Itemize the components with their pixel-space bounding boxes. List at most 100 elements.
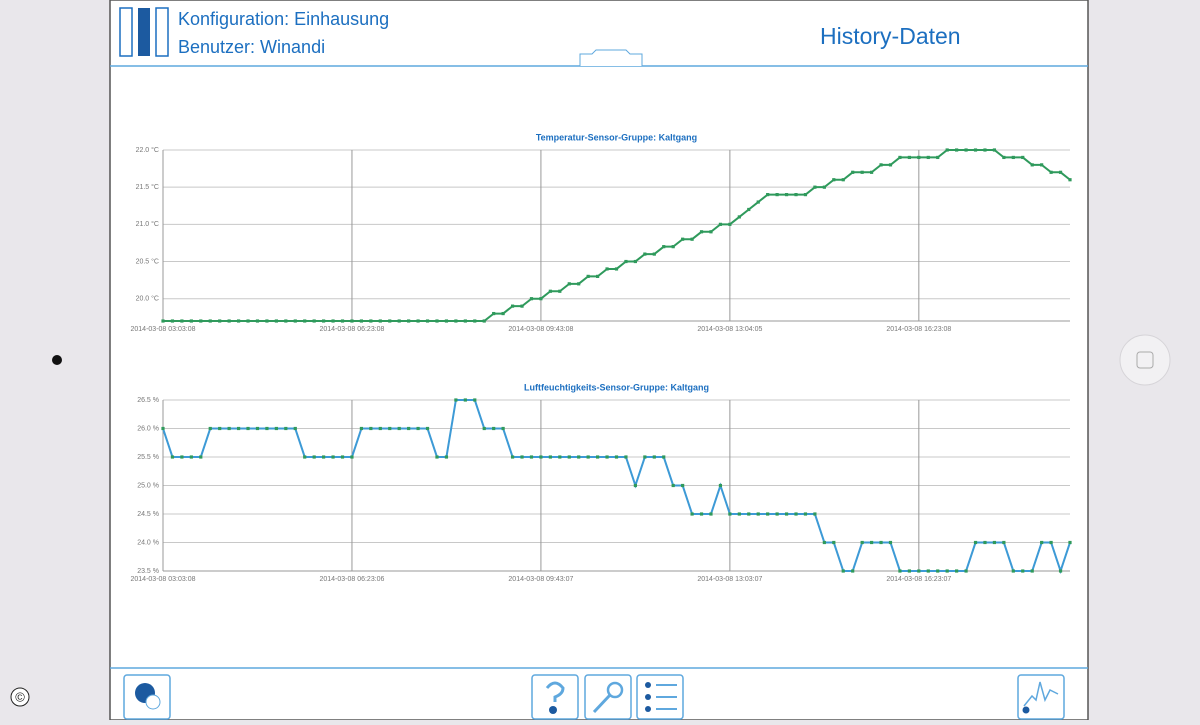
toolbar-button[interactable] bbox=[531, 674, 579, 720]
data-point bbox=[407, 319, 411, 323]
data-point bbox=[813, 512, 817, 516]
data-point bbox=[567, 455, 571, 459]
y-tick-label: 23.5 % bbox=[137, 568, 159, 575]
data-point bbox=[265, 426, 269, 431]
data-point bbox=[397, 426, 401, 431]
data-point bbox=[813, 185, 817, 189]
data-point bbox=[558, 289, 562, 293]
data-point bbox=[444, 319, 449, 323]
data-point bbox=[1068, 540, 1072, 545]
data-point bbox=[227, 319, 231, 323]
chart-title: Temperatur-Sensor-Gruppe: Kaltgang bbox=[536, 132, 697, 142]
data-point bbox=[482, 426, 486, 431]
x-tick-label: 2014-03-08 03:03:08 bbox=[131, 576, 196, 583]
data-point bbox=[180, 455, 184, 459]
data-point bbox=[936, 569, 940, 573]
data-point bbox=[766, 512, 770, 516]
data-point bbox=[340, 319, 345, 323]
data-point bbox=[473, 319, 477, 323]
data-point bbox=[633, 483, 637, 488]
data-point bbox=[671, 483, 675, 488]
x-tick-label: 2014-03-08 09:43:08 bbox=[508, 326, 573, 333]
data-point bbox=[860, 540, 864, 545]
toolbar-button[interactable] bbox=[636, 674, 684, 720]
pull-tab[interactable] bbox=[579, 49, 643, 66]
data-point bbox=[643, 455, 647, 459]
y-tick-label: 25.0 % bbox=[137, 482, 159, 489]
data-point bbox=[322, 455, 326, 459]
data-point bbox=[803, 193, 808, 197]
data-point bbox=[473, 398, 477, 402]
home-button[interactable] bbox=[1119, 334, 1171, 386]
data-point bbox=[463, 398, 467, 402]
data-point bbox=[917, 569, 921, 573]
data-point bbox=[652, 455, 656, 459]
data-point bbox=[662, 455, 666, 459]
data-point bbox=[907, 155, 911, 160]
data-point bbox=[218, 426, 222, 431]
data-point bbox=[246, 426, 250, 431]
data-point bbox=[255, 426, 260, 431]
data-point bbox=[822, 540, 826, 545]
data-point bbox=[718, 483, 723, 488]
y-tick-label: 26.0 % bbox=[137, 425, 159, 432]
data-point bbox=[794, 193, 798, 197]
data-point bbox=[964, 148, 968, 152]
data-point bbox=[671, 245, 675, 249]
data-point bbox=[501, 311, 505, 316]
data-point bbox=[737, 512, 741, 516]
data-point bbox=[586, 274, 590, 278]
data-point bbox=[1049, 170, 1053, 174]
y-tick-label: 25.5 % bbox=[137, 454, 159, 461]
data-point bbox=[255, 319, 260, 323]
data-point bbox=[529, 455, 534, 459]
data-point bbox=[293, 426, 297, 431]
data-point bbox=[454, 398, 458, 402]
toolbar-button[interactable] bbox=[584, 674, 632, 720]
data-point bbox=[1040, 163, 1044, 167]
data-point bbox=[520, 304, 524, 308]
data-point bbox=[652, 252, 656, 256]
y-tick-label: 26.5 % bbox=[137, 397, 159, 404]
x-tick-label: 2014-03-08 06:23:06 bbox=[319, 576, 384, 583]
config-label: Konfiguration: Einhausung bbox=[178, 9, 389, 29]
data-point bbox=[955, 148, 959, 152]
data-point bbox=[718, 222, 723, 226]
data-point bbox=[236, 426, 241, 431]
data-point bbox=[208, 426, 212, 431]
data-point bbox=[1058, 170, 1063, 174]
data-point bbox=[1021, 155, 1025, 160]
data-point bbox=[1002, 540, 1006, 545]
data-point bbox=[322, 319, 326, 323]
toolbar-button[interactable] bbox=[1017, 674, 1065, 720]
data-point bbox=[1002, 155, 1006, 160]
x-tick-label: 2014-03-08 16:23:08 bbox=[886, 326, 951, 333]
data-point bbox=[605, 267, 609, 271]
data-point bbox=[728, 512, 732, 516]
data-point bbox=[964, 569, 968, 573]
data-point bbox=[973, 148, 978, 152]
data-point bbox=[898, 155, 902, 160]
data-point bbox=[605, 455, 609, 459]
toolbar-button[interactable] bbox=[123, 674, 171, 720]
data-point bbox=[303, 455, 307, 459]
data-point bbox=[879, 540, 883, 545]
y-tick-label: 20.5 °C bbox=[136, 257, 159, 265]
data-point bbox=[407, 426, 411, 431]
data-point bbox=[926, 155, 930, 160]
data-point bbox=[312, 455, 316, 459]
data-point bbox=[416, 319, 420, 323]
data-point bbox=[728, 222, 732, 226]
data-point bbox=[926, 569, 930, 573]
data-point bbox=[841, 178, 845, 182]
data-point bbox=[492, 311, 496, 316]
data-point bbox=[331, 455, 335, 459]
data-point bbox=[359, 426, 364, 431]
data-point bbox=[766, 193, 770, 197]
data-point bbox=[983, 540, 987, 545]
data-point bbox=[577, 282, 581, 286]
y-tick-label: 22.0 °C bbox=[136, 146, 159, 154]
y-tick-label: 20.0 °C bbox=[136, 295, 159, 303]
page-title: History-Daten bbox=[820, 23, 961, 49]
